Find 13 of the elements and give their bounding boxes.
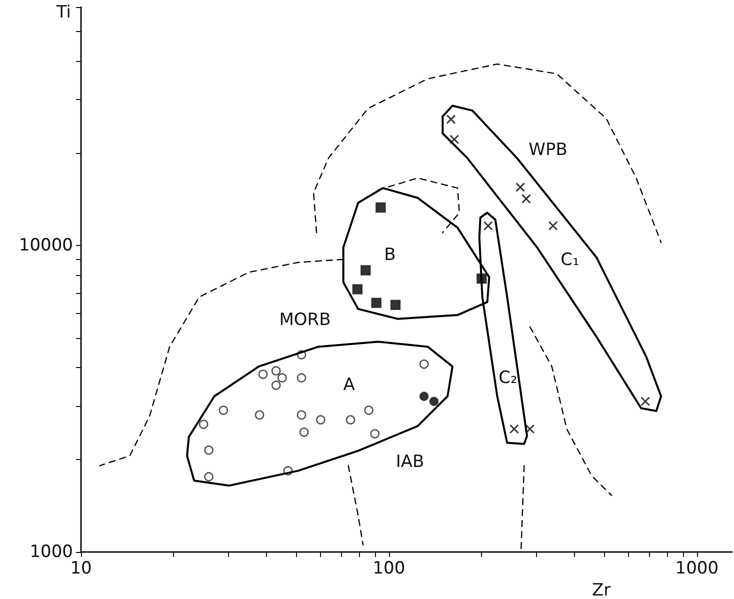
x-tick-label: 100: [372, 558, 406, 578]
annotation: A: [343, 375, 356, 395]
x-tick-label: 10: [70, 558, 92, 578]
annotation: C₂: [498, 368, 518, 388]
annotation: IAB: [396, 452, 424, 472]
annotation: WPB: [528, 140, 568, 160]
x-tick-label: 1000: [675, 558, 719, 578]
annotation: B: [384, 245, 396, 265]
annotation: MORB: [279, 310, 331, 330]
y-axis-title: Ti: [55, 2, 71, 22]
x-axis-title: Zr: [592, 580, 611, 599]
y-tick-label: 10000: [18, 236, 73, 256]
annotation: C₁: [560, 250, 580, 270]
